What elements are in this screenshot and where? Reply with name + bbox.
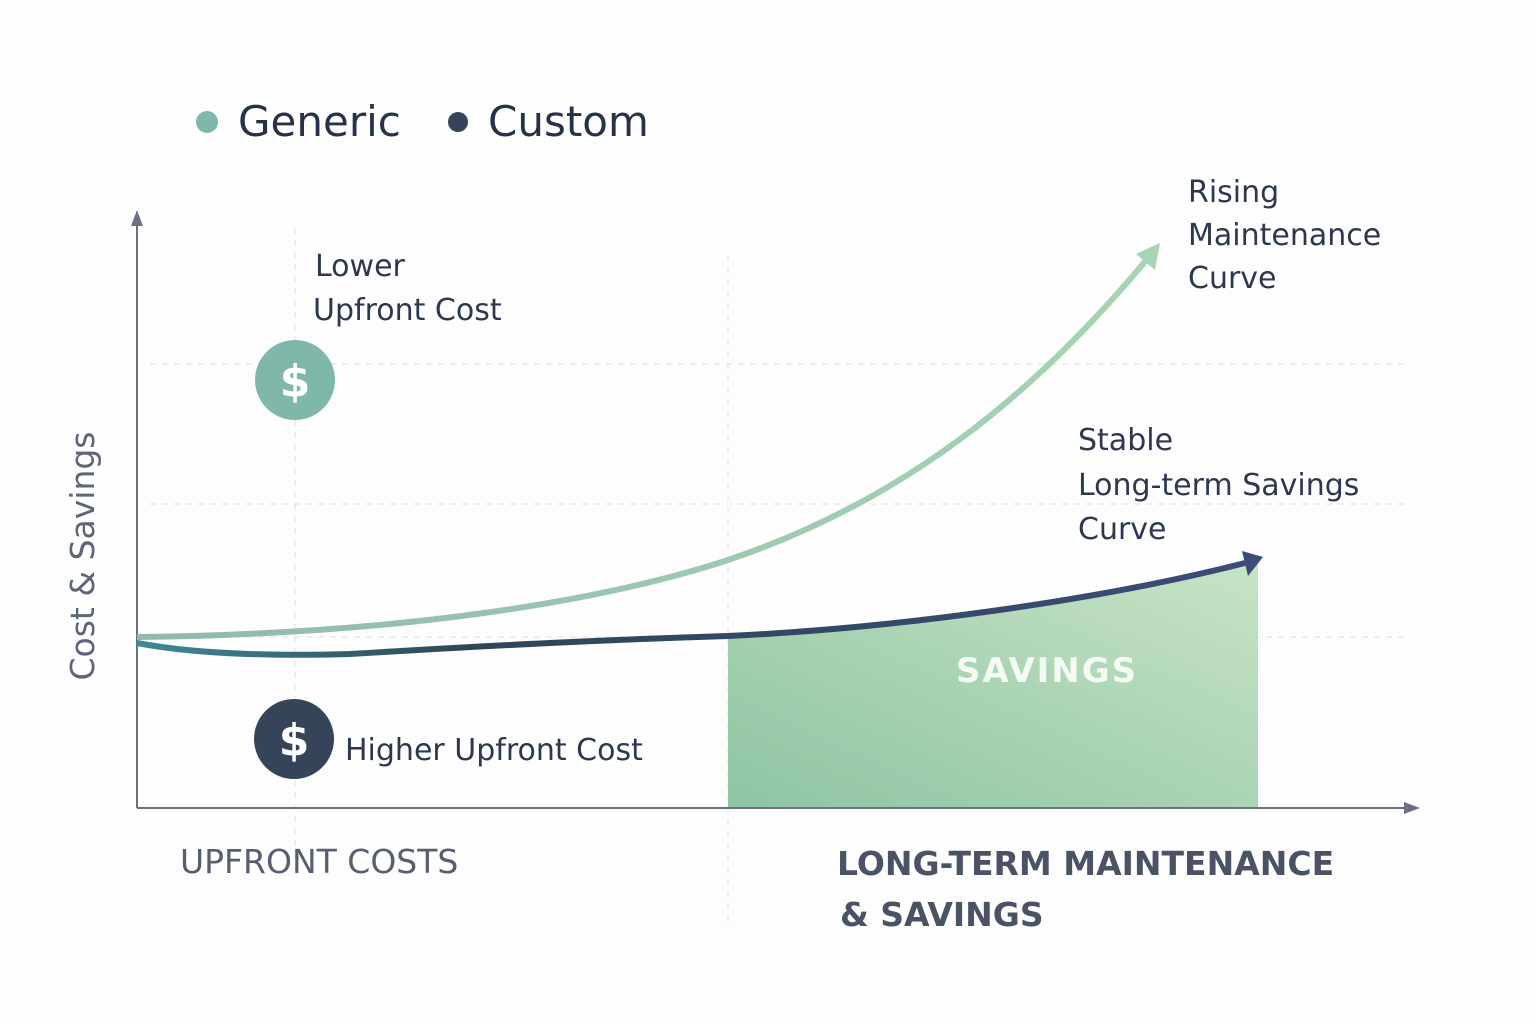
legend-custom-label: Custom bbox=[488, 97, 649, 146]
stable-curve-annotation: Stable Long-term Savings Curve bbox=[1078, 423, 1369, 547]
generic-coin: $ bbox=[255, 340, 335, 420]
upfront-costs-label: UPFRONT COSTS bbox=[180, 842, 458, 881]
custom-arrowhead bbox=[1242, 551, 1263, 576]
y-axis-label: Cost & Savings bbox=[63, 432, 102, 681]
legend: Generic Custom bbox=[196, 97, 649, 146]
dollar-coin-icon bbox=[254, 699, 334, 779]
svg-text:$: $ bbox=[279, 715, 310, 766]
rising-curve-annotation: Rising Maintenance Curve bbox=[1188, 175, 1391, 296]
dollar-coin-icon bbox=[255, 340, 335, 420]
generic-curve bbox=[136, 256, 1151, 640]
higher-upfront-annotation: Higher Upfront Cost bbox=[345, 733, 643, 768]
long-term-label: LONG-TERM MAINTENANCE & SAVINGS bbox=[837, 844, 1346, 934]
custom-curve bbox=[136, 560, 1246, 658]
generic-arrowhead bbox=[1136, 243, 1160, 270]
lower-upfront-annotation: Lower Upfront Cost bbox=[313, 249, 502, 328]
svg-text:$: $ bbox=[280, 356, 311, 407]
axes bbox=[131, 210, 1420, 814]
legend-custom-dot bbox=[448, 112, 468, 132]
legend-generic-dot bbox=[196, 111, 218, 133]
savings-label: SAVINGS bbox=[956, 651, 1138, 691]
custom-coin: $ bbox=[254, 699, 334, 779]
legend-generic-label: Generic bbox=[238, 97, 401, 146]
savings-area bbox=[728, 562, 1258, 808]
